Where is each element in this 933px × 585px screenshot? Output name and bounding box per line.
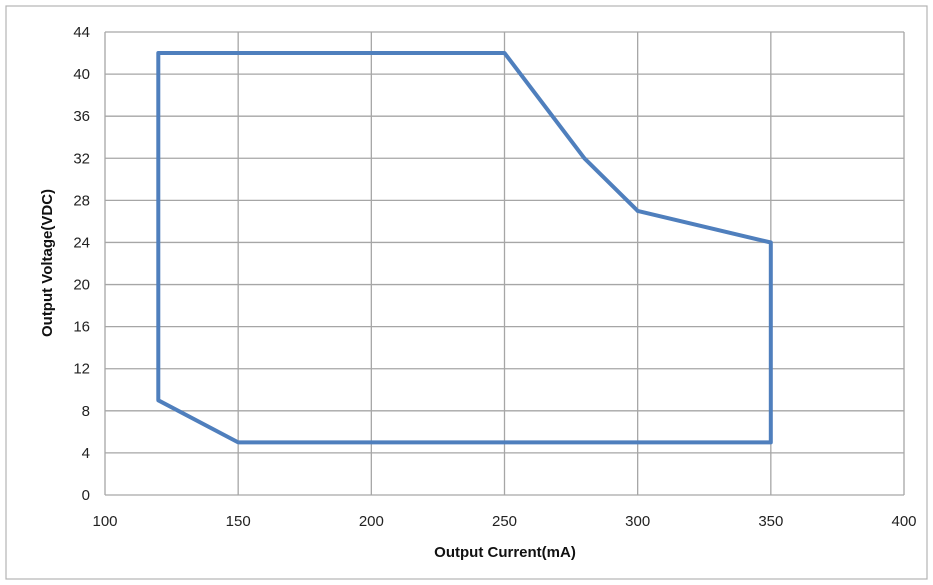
x-tick-label: 100 (92, 513, 117, 530)
y-tick-labels: 0 4 8 12 16 20 24 28 32 36 40 44 (73, 24, 90, 504)
series-layer (156, 51, 773, 445)
y-tick-label: 28 (73, 192, 90, 209)
y-tick-label: 36 (73, 108, 90, 125)
y-tick-label: 24 (73, 234, 90, 251)
y-tick-label: 4 (82, 445, 90, 462)
x-tick-label: 300 (625, 513, 650, 530)
x-tick-label: 150 (226, 513, 251, 530)
y-tick-label: 0 (82, 487, 90, 504)
y-tick-label: 16 (73, 319, 90, 336)
y-axis-title: Output Voltage(VDC) (39, 189, 56, 337)
y-tick-label: 8 (82, 403, 90, 420)
x-axis-title: Output Current(mA) (434, 544, 576, 561)
chart-border (5, 5, 928, 580)
x-tick-label: 400 (891, 513, 916, 530)
y-tick-label: 40 (73, 66, 90, 83)
x-tick-labels: 100 150 200 250 300 350 400 (92, 513, 916, 530)
x-tick-label: 350 (758, 513, 783, 530)
y-tick-label: 44 (73, 24, 90, 41)
y-tick-label: 12 (73, 361, 90, 378)
y-tick-label: 32 (73, 150, 90, 167)
y-tick-label: 20 (73, 277, 90, 294)
x-tick-label: 200 (359, 513, 384, 530)
x-tick-label: 250 (492, 513, 517, 530)
series-line (156, 51, 773, 445)
